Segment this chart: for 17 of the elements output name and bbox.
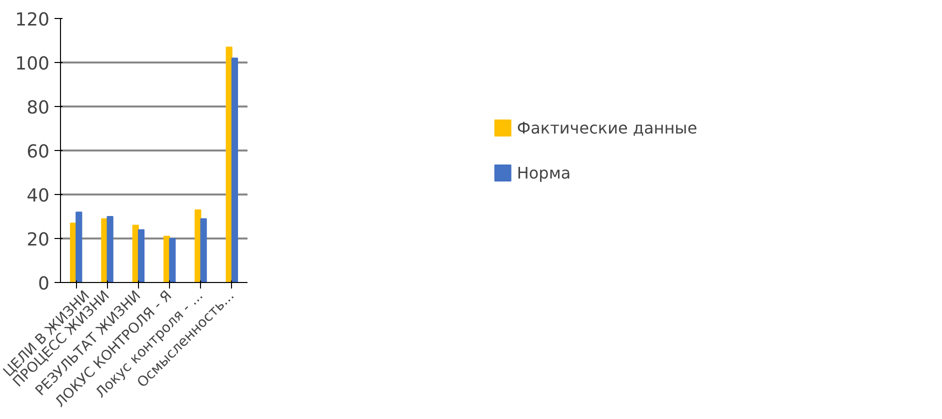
bar [76, 212, 82, 282]
y-tick-label: 80 [26, 98, 50, 118]
bar [106, 216, 114, 282]
bar [138, 229, 145, 282]
legend-label: Норма [516, 163, 571, 182]
bar [194, 209, 202, 282]
y-tick-label: 60 [26, 142, 50, 162]
legend-label: Фактические данные [516, 118, 698, 137]
y-tick-label: 0 [38, 274, 50, 294]
bar [169, 238, 176, 282]
bar [101, 218, 108, 282]
bar [231, 58, 238, 282]
y-tick-label: 120 [15, 10, 50, 30]
y-tick-label: 100 [15, 54, 50, 74]
y-tick-label: 40 [26, 186, 50, 206]
bar [200, 218, 207, 282]
y-tick-label: 20 [26, 230, 50, 250]
